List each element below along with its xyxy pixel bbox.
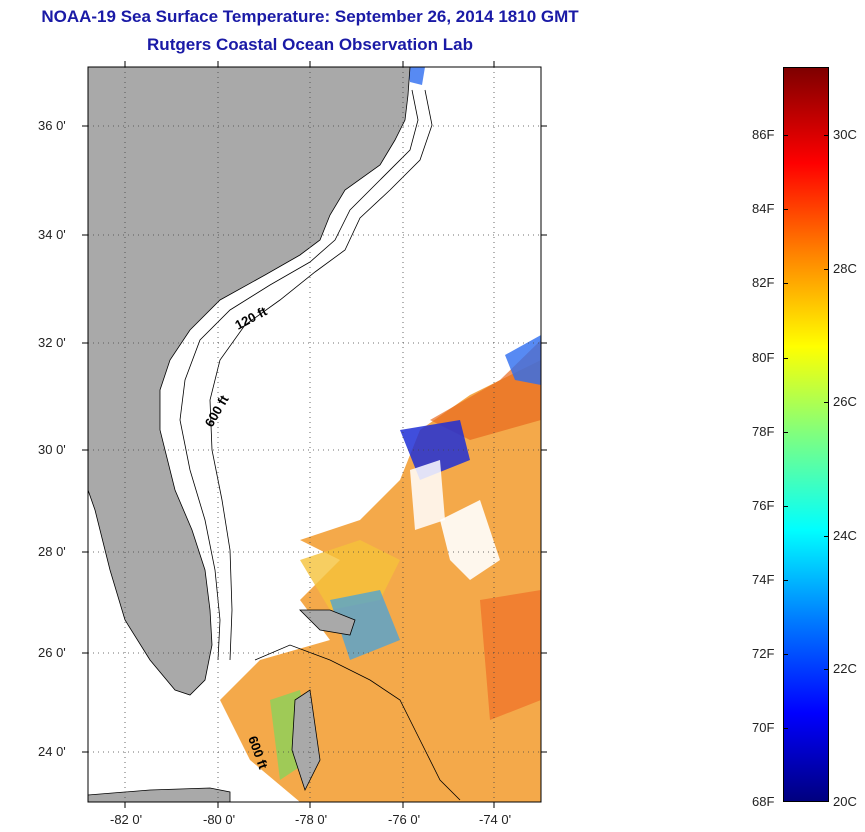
lat-label-30: 30 0' <box>38 442 66 457</box>
chart-subtitle: Rutgers Coastal Ocean Observation Lab <box>147 35 473 54</box>
cb-label-22c: 22C <box>833 661 857 676</box>
lon-label-74: -74 0' <box>479 812 512 827</box>
cb-tick-30c <box>824 135 829 136</box>
cb-tick-84f <box>783 209 788 210</box>
cb-tick-72f <box>783 654 788 655</box>
lat-label-32: 32 0' <box>38 335 66 350</box>
lat-label-24: 24 0' <box>38 744 66 759</box>
lat-label-28: 28 0' <box>38 544 66 559</box>
cb-tick-70f <box>783 728 788 729</box>
cb-label-70f: 70F <box>752 720 775 735</box>
cb-label-82f: 82F <box>752 275 775 290</box>
lat-label-26: 26 0' <box>38 645 66 660</box>
chart-title: NOAA-19 Sea Surface Temperature: Septemb… <box>41 7 579 26</box>
cb-tick-74f <box>783 580 788 581</box>
cb-label-20c: 20C <box>833 794 857 809</box>
us-east-coast-land <box>88 67 411 696</box>
sst-data-layer <box>220 67 541 802</box>
axis-ticks <box>82 61 547 808</box>
colorbar <box>783 67 829 802</box>
contour-120ft <box>179 89 419 661</box>
graticule <box>88 67 541 802</box>
cb-label-78f: 78F <box>752 424 775 439</box>
cb-tick-80f <box>783 358 788 359</box>
cb-tick-22c <box>824 669 829 670</box>
cb-tick-76f <box>783 506 788 507</box>
map-frame <box>87 66 542 803</box>
cb-label-30c: 30C <box>833 127 857 142</box>
bahamas-land-north <box>299 609 356 636</box>
cb-label-76f: 76F <box>752 498 775 513</box>
cb-label-26c: 26C <box>833 394 857 409</box>
cb-label-68f: 68F <box>752 794 775 809</box>
lon-label-76: -76 0' <box>388 812 421 827</box>
cb-label-28c: 28C <box>833 261 857 276</box>
cb-tick-86f <box>783 135 788 136</box>
cb-label-84f: 84F <box>752 201 775 216</box>
cuba-land <box>88 787 231 802</box>
lat-label-34: 34 0' <box>38 227 66 242</box>
cb-label-80f: 80F <box>752 350 775 365</box>
cb-label-86f: 86F <box>752 127 775 142</box>
contour-600ft <box>209 89 433 661</box>
bahamas-land <box>291 689 321 792</box>
cb-tick-26c <box>824 402 829 403</box>
cb-label-74f: 74F <box>752 572 775 587</box>
lon-label-78: -78 0' <box>295 812 328 827</box>
cb-label-72f: 72F <box>752 646 775 661</box>
cb-label-24c: 24C <box>833 528 857 543</box>
lat-label-36: 36 0' <box>38 118 66 133</box>
lon-label-80: -80 0' <box>203 812 236 827</box>
cb-tick-24c <box>824 536 829 537</box>
cb-tick-78f <box>783 432 788 433</box>
contour-bahamas <box>254 644 461 801</box>
lon-label-82: -82 0' <box>110 812 143 827</box>
cb-tick-82f <box>783 283 788 284</box>
cb-tick-28c <box>824 269 829 270</box>
